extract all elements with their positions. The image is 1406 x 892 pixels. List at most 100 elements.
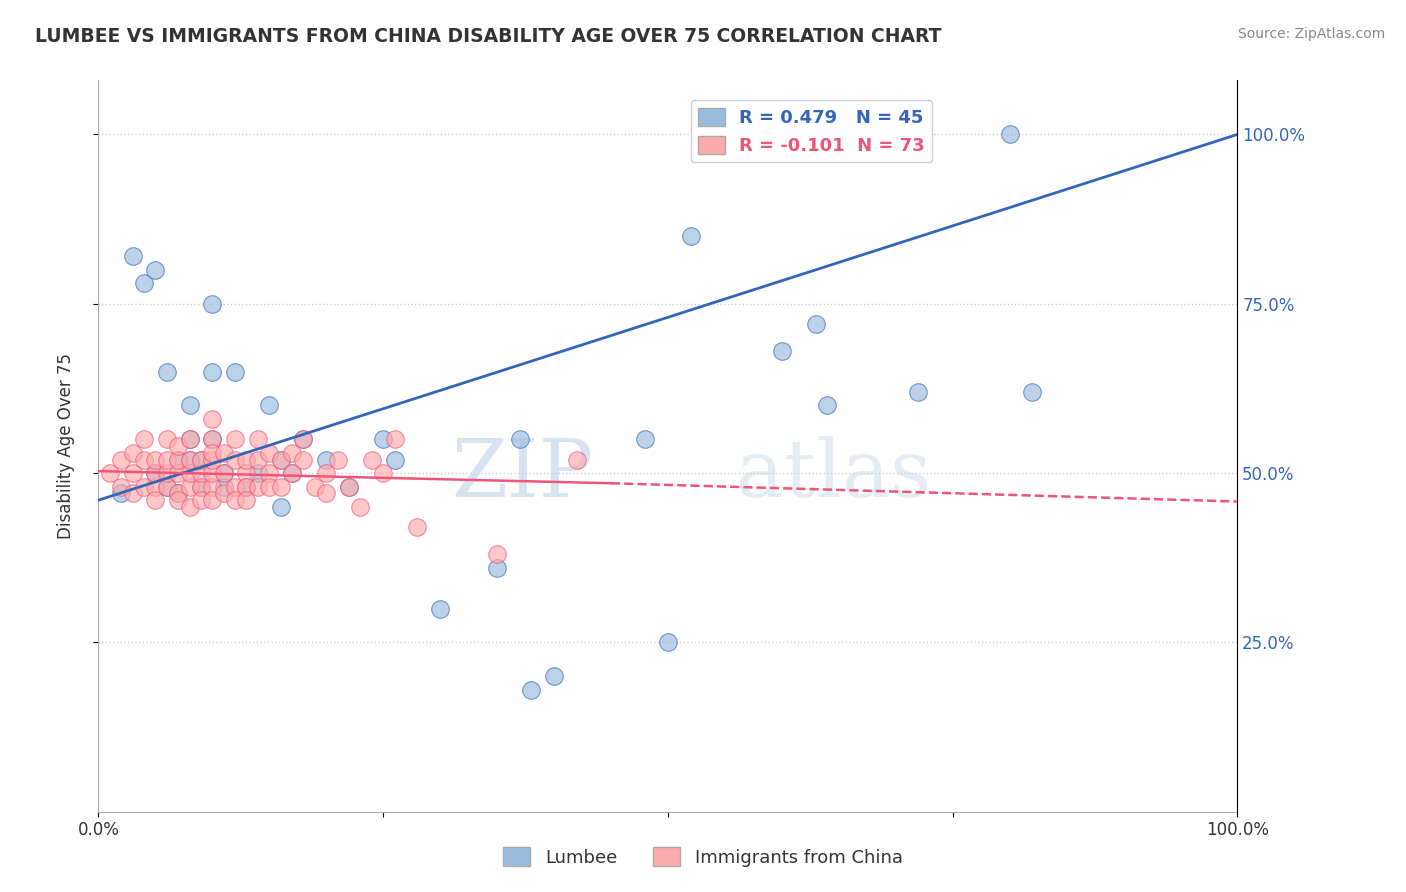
Point — [371, 466, 394, 480]
Point — [384, 452, 406, 467]
Point — [998, 128, 1021, 142]
Point — [145, 466, 167, 480]
Point — [167, 466, 190, 480]
Point — [804, 317, 827, 331]
Point — [145, 452, 167, 467]
Point — [315, 486, 337, 500]
Point — [259, 480, 281, 494]
Point — [509, 432, 531, 446]
Legend: Lumbee, Immigrants from China: Lumbee, Immigrants from China — [496, 840, 910, 874]
Point — [201, 364, 224, 378]
Point — [190, 493, 212, 508]
Point — [167, 486, 190, 500]
Point — [156, 364, 179, 378]
Point — [121, 446, 143, 460]
Point — [156, 480, 179, 494]
Point — [520, 682, 543, 697]
Point — [179, 432, 201, 446]
Point — [235, 480, 257, 494]
Point — [145, 493, 167, 508]
Point — [179, 452, 201, 467]
Point — [145, 263, 167, 277]
Point — [304, 480, 326, 494]
Point — [337, 480, 360, 494]
Point — [167, 486, 190, 500]
Point — [259, 466, 281, 480]
Point — [156, 480, 179, 494]
Point — [201, 493, 224, 508]
Y-axis label: Disability Age Over 75: Disability Age Over 75 — [56, 353, 75, 539]
Point — [235, 466, 257, 480]
Point — [212, 466, 235, 480]
Point — [121, 466, 143, 480]
Point — [179, 480, 201, 494]
Point — [815, 398, 838, 412]
Point — [235, 493, 257, 508]
Point — [565, 452, 588, 467]
Point — [679, 229, 702, 244]
Point — [212, 480, 235, 494]
Point — [179, 398, 201, 412]
Point — [292, 432, 315, 446]
Point — [132, 277, 155, 291]
Point — [281, 466, 304, 480]
Point — [132, 452, 155, 467]
Point — [1021, 384, 1043, 399]
Point — [132, 480, 155, 494]
Point — [246, 480, 269, 494]
Point — [384, 432, 406, 446]
Point — [486, 547, 509, 561]
Legend: R = 0.479   N = 45, R = -0.101  N = 73: R = 0.479 N = 45, R = -0.101 N = 73 — [690, 100, 932, 162]
Point — [224, 493, 246, 508]
Point — [201, 446, 224, 460]
Point — [224, 452, 246, 467]
Point — [156, 432, 179, 446]
Text: atlas: atlas — [737, 436, 931, 515]
Point — [224, 364, 246, 378]
Point — [179, 432, 201, 446]
Point — [281, 446, 304, 460]
Point — [246, 452, 269, 467]
Point — [315, 466, 337, 480]
Point — [201, 452, 224, 467]
Point — [212, 486, 235, 500]
Point — [167, 452, 190, 467]
Point — [110, 480, 132, 494]
Point — [270, 452, 292, 467]
Point — [132, 432, 155, 446]
Point — [167, 493, 190, 508]
Point — [201, 466, 224, 480]
Point — [246, 432, 269, 446]
Point — [167, 439, 190, 453]
Point — [543, 669, 565, 683]
Point — [121, 249, 143, 263]
Point — [634, 432, 657, 446]
Point — [190, 480, 212, 494]
Point — [907, 384, 929, 399]
Point — [360, 452, 382, 467]
Point — [190, 452, 212, 467]
Point — [179, 500, 201, 514]
Point — [110, 486, 132, 500]
Point — [156, 466, 179, 480]
Point — [212, 466, 235, 480]
Text: Source: ZipAtlas.com: Source: ZipAtlas.com — [1237, 27, 1385, 41]
Point — [259, 398, 281, 412]
Point — [270, 452, 292, 467]
Point — [201, 432, 224, 446]
Point — [657, 635, 679, 649]
Point — [259, 446, 281, 460]
Point — [281, 466, 304, 480]
Point — [349, 500, 371, 514]
Point — [270, 480, 292, 494]
Point — [246, 466, 269, 480]
Point — [121, 486, 143, 500]
Point — [110, 452, 132, 467]
Point — [201, 480, 224, 494]
Point — [235, 452, 257, 467]
Text: LUMBEE VS IMMIGRANTS FROM CHINA DISABILITY AGE OVER 75 CORRELATION CHART: LUMBEE VS IMMIGRANTS FROM CHINA DISABILI… — [35, 27, 942, 45]
Point — [190, 480, 212, 494]
Point — [98, 466, 121, 480]
Point — [190, 452, 212, 467]
Point — [201, 297, 224, 311]
